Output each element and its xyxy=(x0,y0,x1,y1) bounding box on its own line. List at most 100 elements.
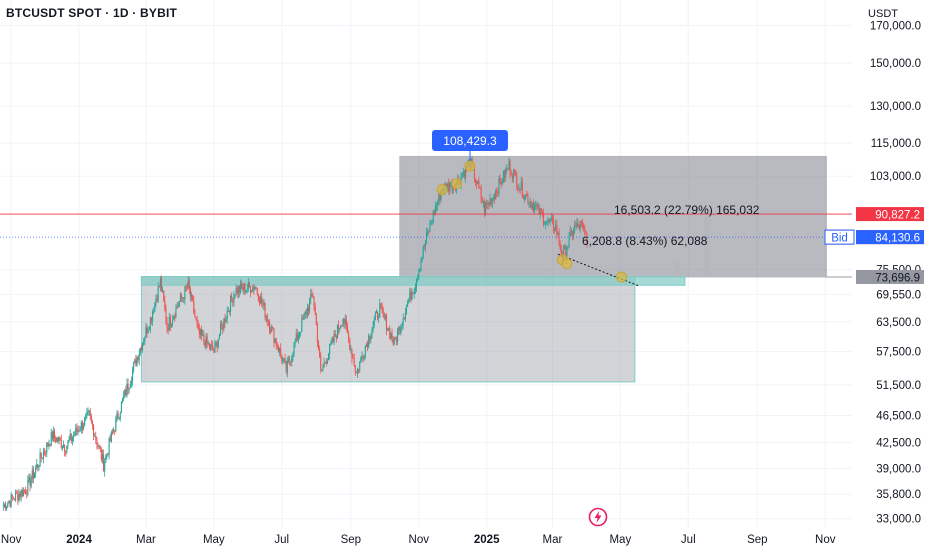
candle xyxy=(372,320,374,333)
candle-body xyxy=(162,290,164,292)
candle-body xyxy=(32,470,34,478)
candle-body xyxy=(352,358,354,359)
candle xyxy=(69,429,71,441)
candle xyxy=(493,192,496,204)
y-tick-label: 130,000.0 xyxy=(870,101,921,113)
candle xyxy=(258,296,261,307)
candle xyxy=(88,409,90,416)
candle xyxy=(213,347,215,354)
candle-body xyxy=(464,165,467,178)
candle-body xyxy=(143,341,145,343)
candle-body xyxy=(177,306,179,308)
candle xyxy=(580,220,582,228)
candle-body xyxy=(560,248,562,256)
candle-body xyxy=(320,356,322,371)
candle-body xyxy=(23,489,26,491)
candle xyxy=(277,344,279,353)
candle-body xyxy=(38,466,40,468)
candle xyxy=(87,407,89,416)
candle-body xyxy=(101,454,104,460)
candle-body xyxy=(71,437,73,441)
candle-body xyxy=(148,329,150,331)
candle-body xyxy=(452,186,454,191)
candle xyxy=(374,311,376,321)
candle-body xyxy=(65,450,67,453)
range-box-upper xyxy=(399,155,827,278)
candle xyxy=(407,299,409,307)
candle-body xyxy=(155,299,157,303)
candle-body xyxy=(532,203,535,212)
candle-body xyxy=(383,312,385,318)
candle xyxy=(358,368,360,374)
candle-body xyxy=(440,191,442,200)
candle-body xyxy=(552,219,555,230)
candle xyxy=(107,453,109,457)
candle xyxy=(22,487,24,497)
candle xyxy=(33,472,36,479)
candle-body xyxy=(478,180,480,188)
candle xyxy=(448,178,450,196)
candle xyxy=(121,397,124,404)
candle xyxy=(401,322,403,331)
candle-body xyxy=(120,401,122,413)
candle-body xyxy=(368,335,370,348)
symbol-title[interactable]: BTCUSDT SPOT · 1D · BYBIT xyxy=(6,6,178,20)
candle xyxy=(29,473,31,492)
candle-body xyxy=(164,300,166,310)
candle xyxy=(204,339,206,348)
candle xyxy=(436,202,438,212)
candle-body xyxy=(273,328,275,343)
candle xyxy=(315,312,317,326)
candle-body xyxy=(432,211,434,222)
candle xyxy=(320,352,322,374)
candle xyxy=(275,337,277,350)
candle-body xyxy=(306,307,308,315)
candle xyxy=(571,230,574,241)
candle-body xyxy=(7,502,9,507)
candle-body xyxy=(59,437,61,440)
candle-body xyxy=(119,412,121,419)
candle-body xyxy=(462,171,464,176)
candle-body xyxy=(450,181,452,187)
candle-body xyxy=(84,417,86,426)
candle-body xyxy=(123,395,125,399)
candle xyxy=(40,452,42,463)
candle-body xyxy=(242,287,244,291)
candle xyxy=(476,179,478,190)
candle-body xyxy=(372,326,374,331)
candle-body xyxy=(35,468,37,473)
x-tick-label: 2025 xyxy=(474,534,500,546)
candle-body xyxy=(418,270,420,278)
candle-body xyxy=(196,319,198,325)
candle xyxy=(480,184,482,204)
peak-callout-label: 108,429.3 xyxy=(443,134,497,148)
candle xyxy=(427,228,429,237)
candle xyxy=(225,316,227,323)
candle-body xyxy=(75,428,77,435)
candle-body xyxy=(159,278,161,287)
candle xyxy=(327,353,330,361)
candle xyxy=(528,202,530,208)
candle-body xyxy=(170,323,173,326)
lightning-logo-icon[interactable] xyxy=(588,507,608,527)
candle-body xyxy=(389,327,391,339)
candle-body xyxy=(118,418,120,419)
candle xyxy=(307,304,310,317)
candle xyxy=(569,225,571,237)
candle xyxy=(246,284,248,294)
candle-body xyxy=(18,493,20,501)
measure-label-1: 16,503.2 (22.79%) 165,032 xyxy=(614,203,760,217)
candle-body xyxy=(323,362,325,367)
candle xyxy=(520,176,522,191)
candle xyxy=(65,450,67,457)
candle-body xyxy=(82,425,85,430)
candle-body xyxy=(528,202,530,204)
candle-body xyxy=(235,287,237,295)
candle-body xyxy=(231,296,233,300)
candle xyxy=(31,465,33,484)
candle xyxy=(437,199,439,211)
candle xyxy=(68,436,70,444)
candle xyxy=(41,457,43,460)
candle-body xyxy=(370,336,372,340)
